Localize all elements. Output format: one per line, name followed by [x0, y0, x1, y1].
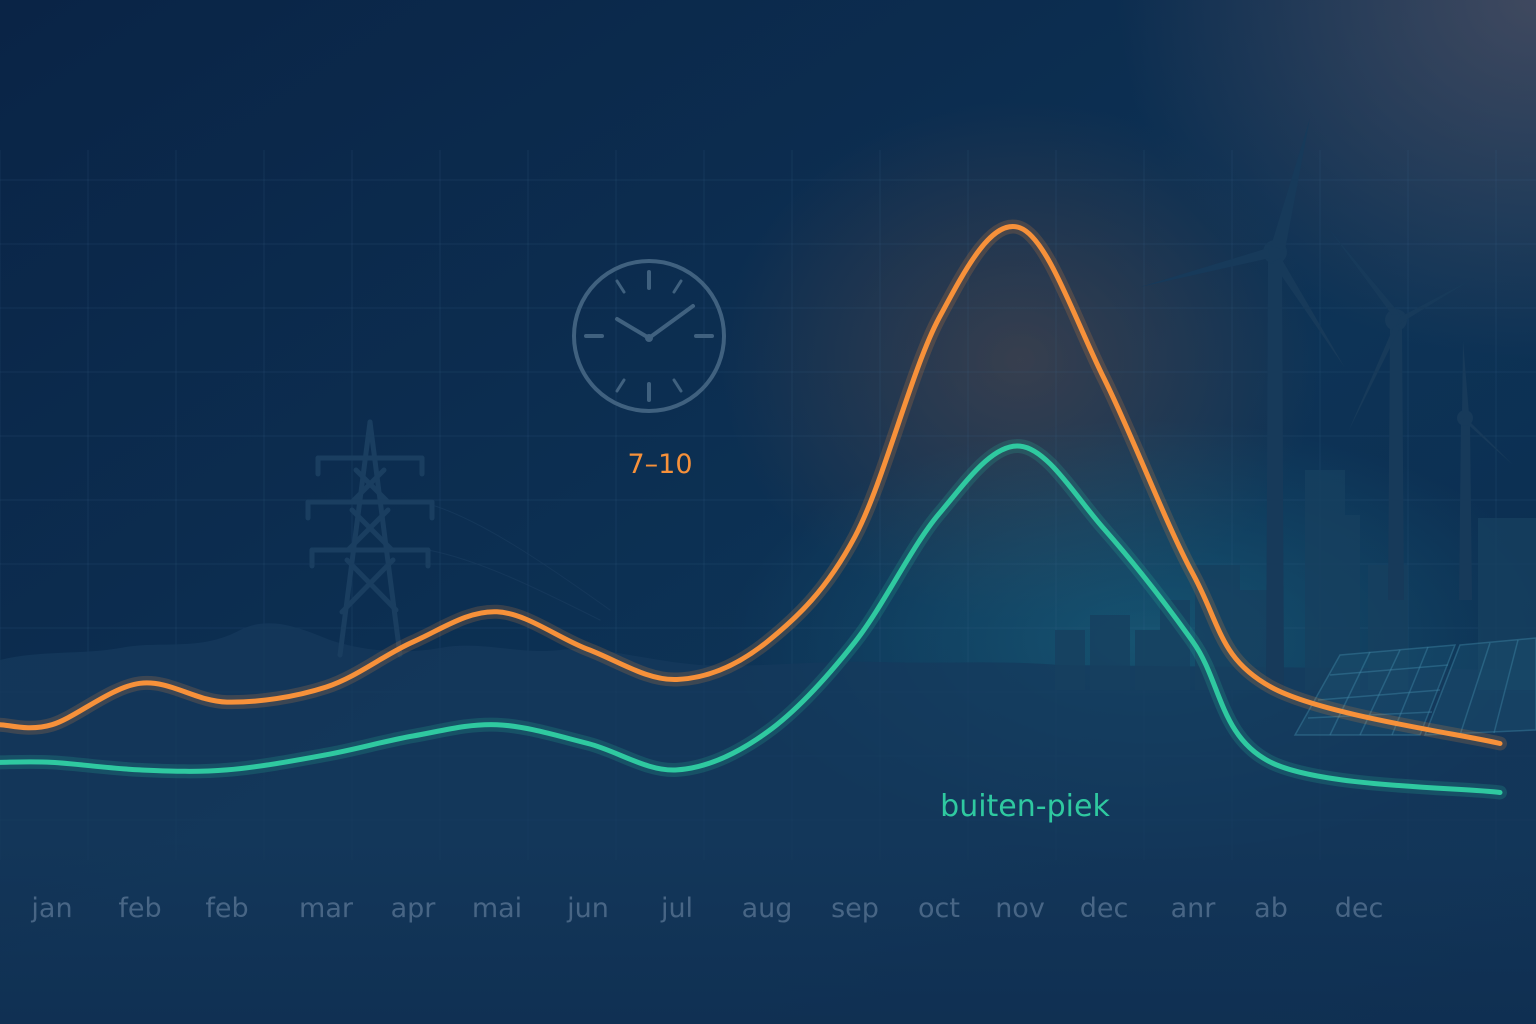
wind-turbine-icon — [1140, 118, 1345, 690]
clock-icon — [572, 259, 726, 413]
series-layer — [0, 219, 1507, 800]
peak-hours-annotation: 7–10 — [627, 449, 692, 480]
offpeak-series-line — [0, 443, 1503, 795]
corner-glow — [1116, 0, 1536, 360]
bottom-fade — [0, 840, 1536, 1024]
wind-turbine-icon — [1408, 340, 1513, 600]
peak-series-line — [0, 223, 1503, 746]
offpeak-annotation: buiten-piek — [940, 789, 1110, 824]
wind-turbine-icon — [1328, 228, 1474, 600]
city-skyline-icon — [1055, 470, 1536, 690]
solar-panel-icon — [1293, 637, 1536, 736]
power-pylon-icon — [305, 419, 611, 658]
